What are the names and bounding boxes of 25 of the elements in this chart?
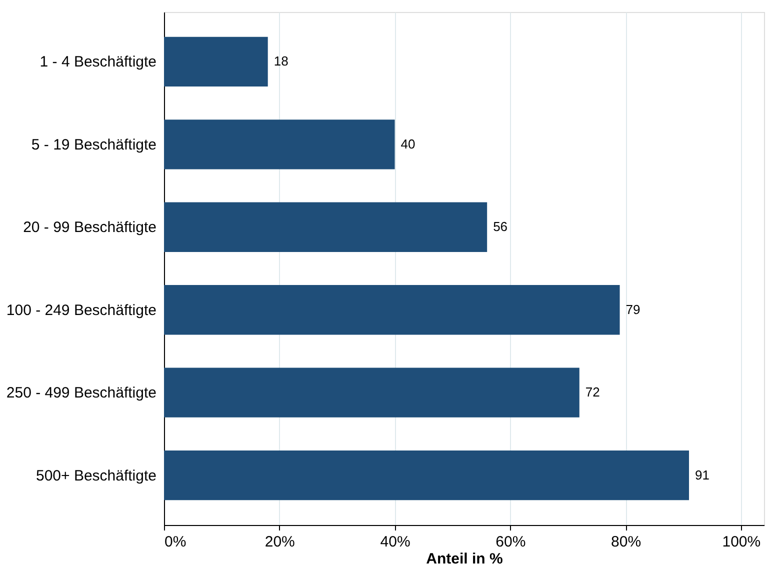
bar [164, 36, 268, 86]
bar [164, 368, 580, 418]
data-label: 18 [274, 54, 288, 69]
bar [164, 120, 395, 170]
data-label: 91 [695, 467, 710, 482]
y-tick-label: 250 - 499 Beschäftigte [6, 384, 156, 402]
x-tick-label: 100% [722, 534, 761, 550]
bar [164, 450, 689, 500]
data-label: 40 [400, 136, 416, 152]
data-label: 56 [493, 219, 508, 234]
bar [164, 202, 488, 252]
x-axis-title: Anteil in % [426, 550, 503, 568]
y-tick-label: 20 - 99 Beschäftigte [23, 219, 156, 236]
x-tick-label: 0% [164, 534, 186, 550]
y-tick-label: 100 - 249 Beschäftigte [6, 302, 156, 319]
bar [164, 285, 620, 335]
x-tick-label: 60% [496, 534, 526, 550]
data-label: 79 [626, 302, 640, 317]
y-tick-label: 5 - 19 Beschäftigte [31, 136, 156, 154]
x-tick-label: 80% [611, 534, 642, 550]
x-tick-label: 40% [380, 534, 410, 550]
y-tick-label: 1 - 4 Beschäftigte [40, 54, 156, 71]
data-label: 72 [585, 384, 600, 400]
x-tick-label: 20% [264, 534, 295, 550]
y-tick-label: 500+ Beschäftigte [36, 467, 156, 484]
